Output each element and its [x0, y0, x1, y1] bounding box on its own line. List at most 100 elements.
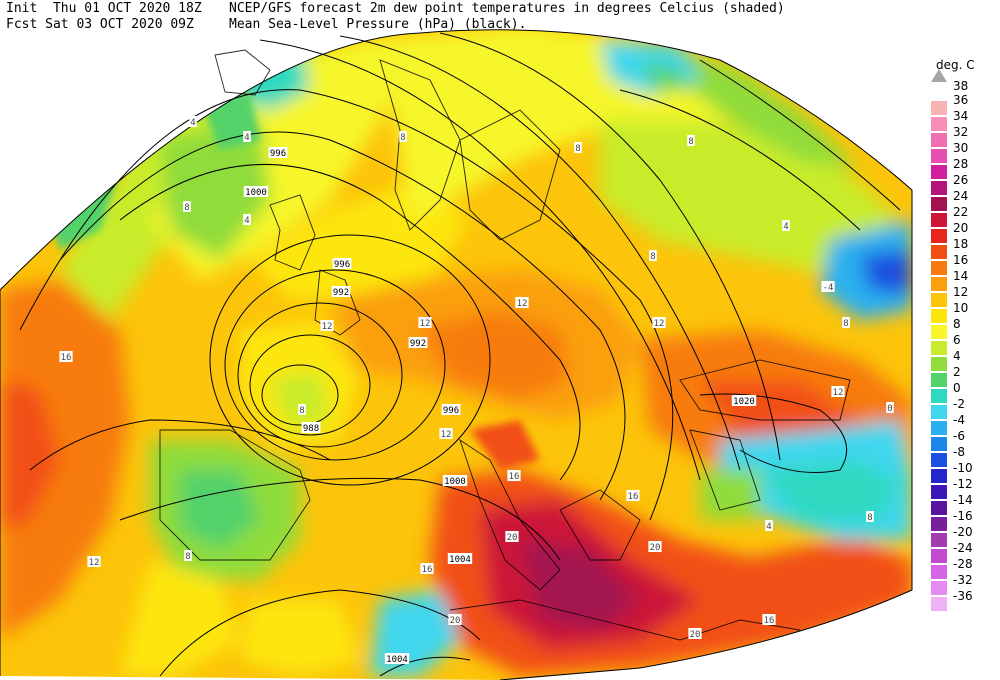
legend-label: -32	[953, 573, 973, 587]
isobar-label-box	[243, 186, 269, 197]
isobar-label-box	[441, 404, 461, 415]
legend-swatch	[931, 581, 947, 595]
legend-label: 28	[953, 157, 969, 171]
dewpoint-label: 12	[420, 319, 431, 329]
dewpoint-label: 8	[650, 252, 655, 262]
legend-swatch	[931, 389, 947, 403]
isobar-label: 1004	[386, 655, 408, 665]
isobar-label-box	[442, 475, 468, 486]
legend-swatch	[931, 133, 947, 147]
dewpoint-label-box	[87, 556, 101, 567]
isobar-label-box	[268, 147, 288, 158]
dewpoint-label: 12	[833, 388, 844, 398]
isobar-label: 992	[333, 288, 349, 298]
legend-row: 24	[931, 189, 1000, 212]
legend-swatch	[931, 325, 947, 339]
dewpoint-label-box	[765, 520, 773, 531]
legend-swatch	[931, 453, 947, 467]
legend-row: 16	[931, 253, 1000, 276]
legend-label: 8	[953, 317, 961, 331]
legend-row: 34	[931, 109, 1000, 132]
dewpoint-label: 20	[690, 630, 701, 640]
dewpoint-label: 16	[61, 353, 72, 363]
dewpoint-label-box	[782, 220, 790, 231]
dewpoint-label-box	[420, 563, 434, 574]
legend-row: 8	[931, 317, 1000, 340]
legend-swatch	[931, 373, 947, 387]
legend-label: 2	[953, 365, 961, 379]
legend-row: -36	[931, 589, 1000, 612]
dewpoint-label-box	[448, 614, 462, 625]
legend-row: 28	[931, 157, 1000, 180]
dewpoint-label: 12	[89, 558, 100, 568]
legend-label: -28	[953, 557, 973, 571]
dewpoint-label-box	[507, 470, 521, 481]
dewpoint-label: 8	[185, 552, 190, 562]
legend-row: 18	[931, 237, 1000, 260]
legend-swatch	[931, 181, 947, 195]
legend-label: 18	[953, 237, 969, 251]
dewpoint-label: 16	[422, 565, 433, 575]
legend-label: -4	[953, 413, 965, 427]
dewpoint-label-box	[626, 490, 640, 501]
legend-row: -12	[931, 477, 1000, 500]
legend-swatch	[931, 213, 947, 227]
legend-swatch	[931, 469, 947, 483]
dewpoint-label: 4	[244, 216, 249, 226]
dewpoint-label-box	[183, 201, 191, 212]
dewpoint-label-box	[243, 131, 251, 142]
legend-swatch	[931, 405, 947, 419]
legend-row: 2	[931, 365, 1000, 388]
dewpoint-label: 12	[441, 430, 452, 440]
legend-label: 10	[953, 301, 969, 315]
dewpoint-label: 20	[650, 543, 661, 553]
legend-row: 10	[931, 301, 1000, 324]
dewpoint-label: 8	[400, 133, 405, 143]
dewpoint-label-box	[505, 531, 519, 542]
chart-title: NCEP/GFS forecast 2m dew point temperatu…	[229, 1, 785, 16]
isobar-label: 996	[270, 149, 286, 159]
legend-top-label: 38	[953, 79, 969, 93]
dewpoint-label: 12	[654, 319, 665, 329]
dewpoint-label-box	[886, 402, 894, 413]
isobar-label: 1000	[444, 477, 466, 487]
legend-row: 0	[931, 381, 1000, 404]
isobar-label: 1004	[449, 555, 471, 565]
forecast-time: Fcst Sat 03 OCT 2020 09Z	[6, 17, 194, 32]
legend-swatch	[931, 293, 947, 307]
legend-row: -6	[931, 429, 1000, 452]
dewpoint-label-box	[652, 317, 666, 328]
legend-row: -24	[931, 541, 1000, 564]
legend-row: -8	[931, 445, 1000, 468]
dewpoint-label-box	[515, 297, 529, 308]
dewpoint-label: 12	[322, 322, 333, 332]
legend-unit: deg. C	[936, 58, 975, 72]
isobar-label-box	[447, 553, 473, 564]
legend-label: 24	[953, 189, 969, 203]
isobar-label-box	[731, 395, 757, 406]
legend-label: 14	[953, 269, 969, 283]
dewpoint-label-box	[762, 614, 776, 625]
legend-label: -10	[953, 461, 973, 475]
dewpoint-label-box	[189, 116, 197, 127]
isobar-label: 992	[410, 339, 426, 349]
legend-row: 14	[931, 269, 1000, 292]
dewpoint-label: 8	[688, 137, 693, 147]
dewpoint-label: 16	[628, 492, 639, 502]
legend-label: -8	[953, 445, 965, 459]
isobar-label-box	[408, 337, 428, 348]
legend-label: 6	[953, 333, 961, 347]
dewpoint-label: -4	[823, 283, 834, 293]
isobar-label-box	[384, 653, 410, 664]
dewpoint-label-box	[184, 550, 192, 561]
legend-swatch	[931, 341, 947, 355]
isobars	[19, 32, 901, 677]
dewpoint-label-box	[821, 281, 835, 292]
legend-swatch	[931, 501, 947, 515]
coastlines	[159, 49, 851, 641]
init-time: Init Thu 01 OCT 2020 18Z	[6, 1, 202, 16]
legend-swatch	[931, 117, 947, 131]
isobar-label: 1020	[733, 397, 755, 407]
dewpoint-label: 4	[190, 118, 195, 128]
